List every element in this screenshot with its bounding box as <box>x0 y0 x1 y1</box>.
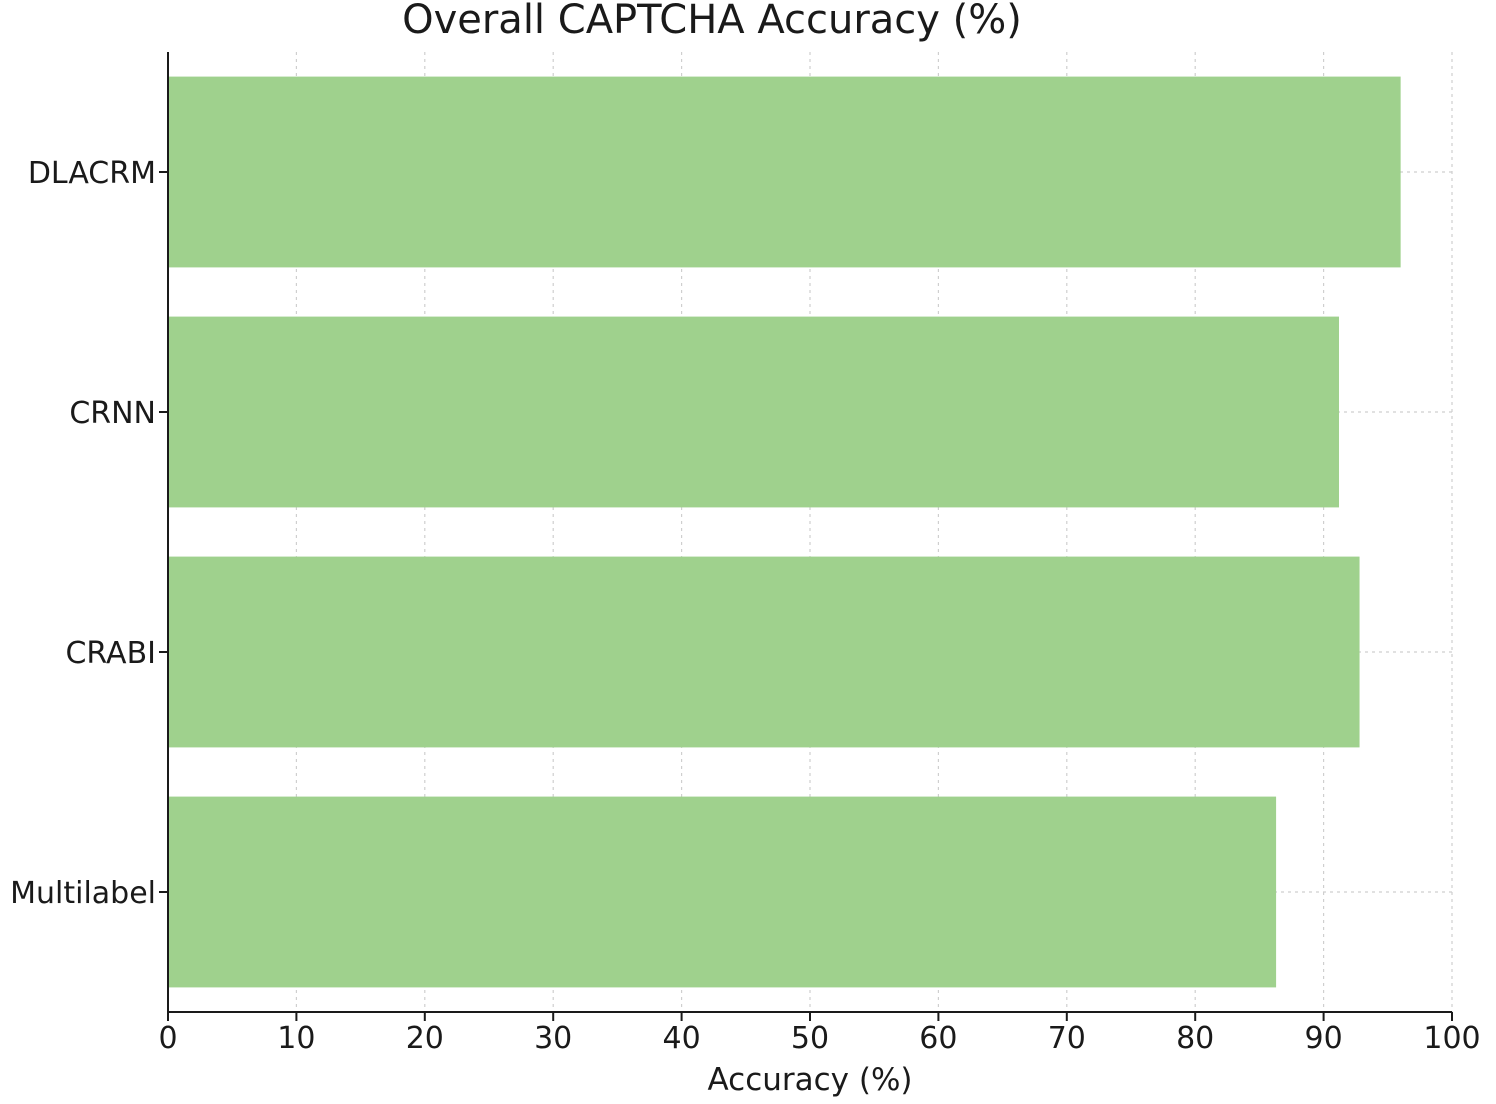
bar-crnn <box>168 316 1340 508</box>
x-tick-label: 70 <box>1048 1021 1086 1056</box>
bar-multilabel <box>168 796 1277 988</box>
x-tick-label: 90 <box>1305 1021 1343 1056</box>
x-tick-label: 30 <box>534 1021 572 1056</box>
bars <box>168 76 1401 988</box>
bar-dlacrm <box>168 76 1401 268</box>
x-tick-label: 100 <box>1423 1021 1480 1056</box>
y-tick-label: Multilabel <box>10 876 156 911</box>
x-tick-label: 0 <box>158 1021 177 1056</box>
x-tick-label: 80 <box>1176 1021 1214 1056</box>
x-tick-label: 60 <box>919 1021 957 1056</box>
x-tick-label: 10 <box>277 1021 315 1056</box>
x-tick-label: 50 <box>791 1021 829 1056</box>
ticks: 0 10 20 30 40 50 60 70 80 90 100 DLACRM CRNN CRABI Mul… <box>10 156 1481 1056</box>
bar-crabi <box>168 556 1360 748</box>
y-tick-label: DLACRM <box>28 156 156 191</box>
x-tick-label: 40 <box>663 1021 701 1056</box>
chart-title: Overall CAPTCHA Accuracy (%) <box>402 0 1022 43</box>
y-tick-label: CRNN <box>69 396 156 431</box>
y-tick-label: CRABI <box>65 636 156 671</box>
x-axis-label: Accuracy (%) <box>707 1062 912 1098</box>
x-tick-label: 20 <box>406 1021 444 1056</box>
